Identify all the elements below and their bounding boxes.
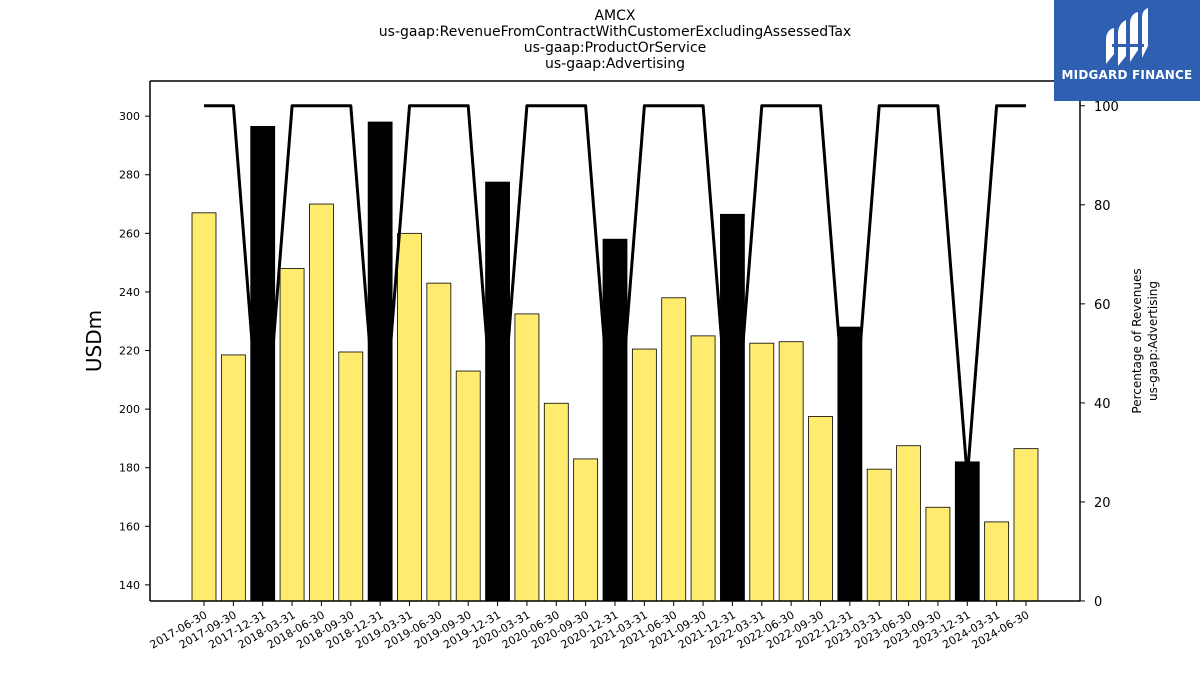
y-tick-label: 260: [119, 227, 140, 240]
chart-subtitle-concept: us-gaap:RevenueFromContractWithCustomerE…: [378, 24, 852, 40]
bar-annual: [602, 238, 628, 602]
y-tick-label: 280: [119, 169, 140, 182]
y-tick-label: 180: [119, 462, 140, 475]
y-tick-label: 200: [119, 403, 140, 416]
bar-quarter: [925, 506, 951, 602]
bar-quarter: [426, 282, 452, 602]
brand-name: MIDGARD FINANCE: [1061, 68, 1193, 82]
y-tick-label: 300: [119, 110, 140, 123]
chart-subtitle-axis: us-gaap:ProductOrService: [523, 40, 707, 56]
bar-quarter: [896, 445, 921, 602]
y-right-tick-label: 60: [1094, 298, 1111, 313]
bar-quarter: [279, 268, 305, 602]
bar-quarter: [778, 341, 804, 602]
bar-quarter: [543, 402, 569, 602]
bar-quarter: [690, 335, 716, 602]
y-tick-label: 140: [119, 579, 140, 592]
bar-quarter: [191, 212, 217, 602]
bar-quarter: [220, 354, 246, 602]
bar-quarter: [397, 232, 422, 602]
bar-quarter: [808, 416, 833, 602]
bar-quarter: [749, 342, 775, 602]
bar-quarter: [631, 348, 657, 602]
y-right-tick-label: 80: [1094, 199, 1111, 214]
y-tick-label: 160: [119, 520, 140, 533]
bar-quarter: [661, 297, 687, 602]
chart-subtitle-member: us-gaap:Advertising: [544, 56, 686, 72]
bar-quarter: [984, 521, 1010, 602]
bar-quarter: [338, 351, 364, 602]
bar-quarter: [514, 313, 540, 602]
bar-quarter: [309, 203, 334, 602]
bar-quarter: [573, 458, 599, 602]
bar-annual: [485, 181, 510, 602]
y-right-tick-label: 0: [1094, 595, 1102, 610]
y-right-tick-label: 40: [1094, 397, 1111, 412]
y-axis-label: USDm: [82, 310, 106, 372]
y-right-tick-label: 20: [1094, 496, 1111, 511]
y-tick-label: 240: [119, 286, 140, 299]
chart-title: AMCX: [594, 8, 636, 24]
bar-quarter: [1013, 448, 1039, 602]
y-tick-label: 220: [119, 345, 140, 358]
brand-logo: MIDGARD FINANCE: [1054, 0, 1200, 101]
bar-quarter: [455, 370, 481, 602]
bar-quarter: [866, 468, 892, 602]
bar-annual: [954, 461, 980, 602]
y-right-tick-label: 100: [1094, 100, 1119, 115]
y-right-axis-label-2: us-gaap:Advertising: [1146, 281, 1160, 401]
y-right-axis-label: Percentage of Revenues: [1130, 268, 1144, 413]
percentage-line: [204, 104, 1026, 479]
midgard-logo-icon: [1106, 8, 1148, 66]
bar-annual: [720, 213, 745, 602]
